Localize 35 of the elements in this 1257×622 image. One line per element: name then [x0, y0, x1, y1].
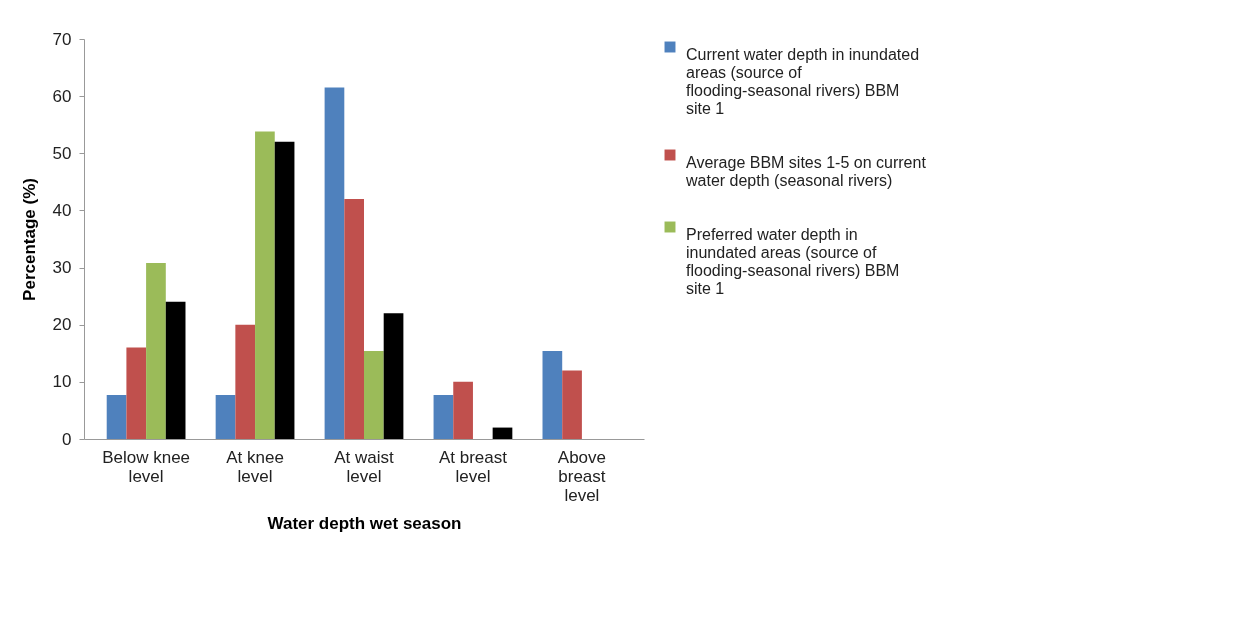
- bar: [235, 324, 256, 439]
- bar: [126, 347, 147, 439]
- bar: [542, 351, 563, 439]
- x-tick-label: Below knee level: [102, 447, 191, 486]
- y-tick-label: 50: [52, 143, 72, 163]
- y-tick-label: 30: [52, 258, 72, 278]
- x-tick-label: At breast level: [438, 447, 508, 486]
- y-tick-label: 20: [52, 315, 72, 335]
- bar: [255, 131, 275, 439]
- bar: [433, 395, 454, 439]
- x-tick-label: Above breast level: [557, 447, 606, 505]
- bar: [324, 87, 345, 439]
- y-tick-label: 10: [52, 372, 72, 392]
- legend-label: Current water depth in inundated areas (source of flooding-seasonal rivers) BBM site 1: [686, 46, 920, 117]
- bar: [274, 141, 295, 439]
- x-axis-title: Water depth wet season: [267, 513, 462, 533]
- bar: [562, 370, 582, 439]
- bar: [453, 381, 473, 439]
- x-tick-label: At waist level: [334, 447, 395, 486]
- bar: [215, 395, 236, 439]
- y-tick-label: 40: [52, 200, 72, 220]
- bar: [344, 199, 364, 439]
- bar: [492, 427, 513, 439]
- y-tick-label: 60: [52, 86, 72, 106]
- y-axis-title: Percentage (%): [19, 178, 39, 301]
- x-tick-label: At knee level: [226, 447, 284, 486]
- bar: [383, 313, 404, 439]
- bar: [165, 301, 186, 439]
- y-tick-label: 70: [52, 29, 72, 49]
- y-tick-label: 0: [62, 429, 72, 449]
- bar: [146, 263, 166, 439]
- legend-label: Average BBM sites 1-5 on current water depth (seasonal rivers): [685, 154, 927, 189]
- bar: [364, 351, 384, 439]
- bar: [106, 395, 127, 439]
- legend-label: Preferred water depth in inundated areas (source of flooding-seasonal rivers) BBM site 1: [686, 226, 900, 297]
